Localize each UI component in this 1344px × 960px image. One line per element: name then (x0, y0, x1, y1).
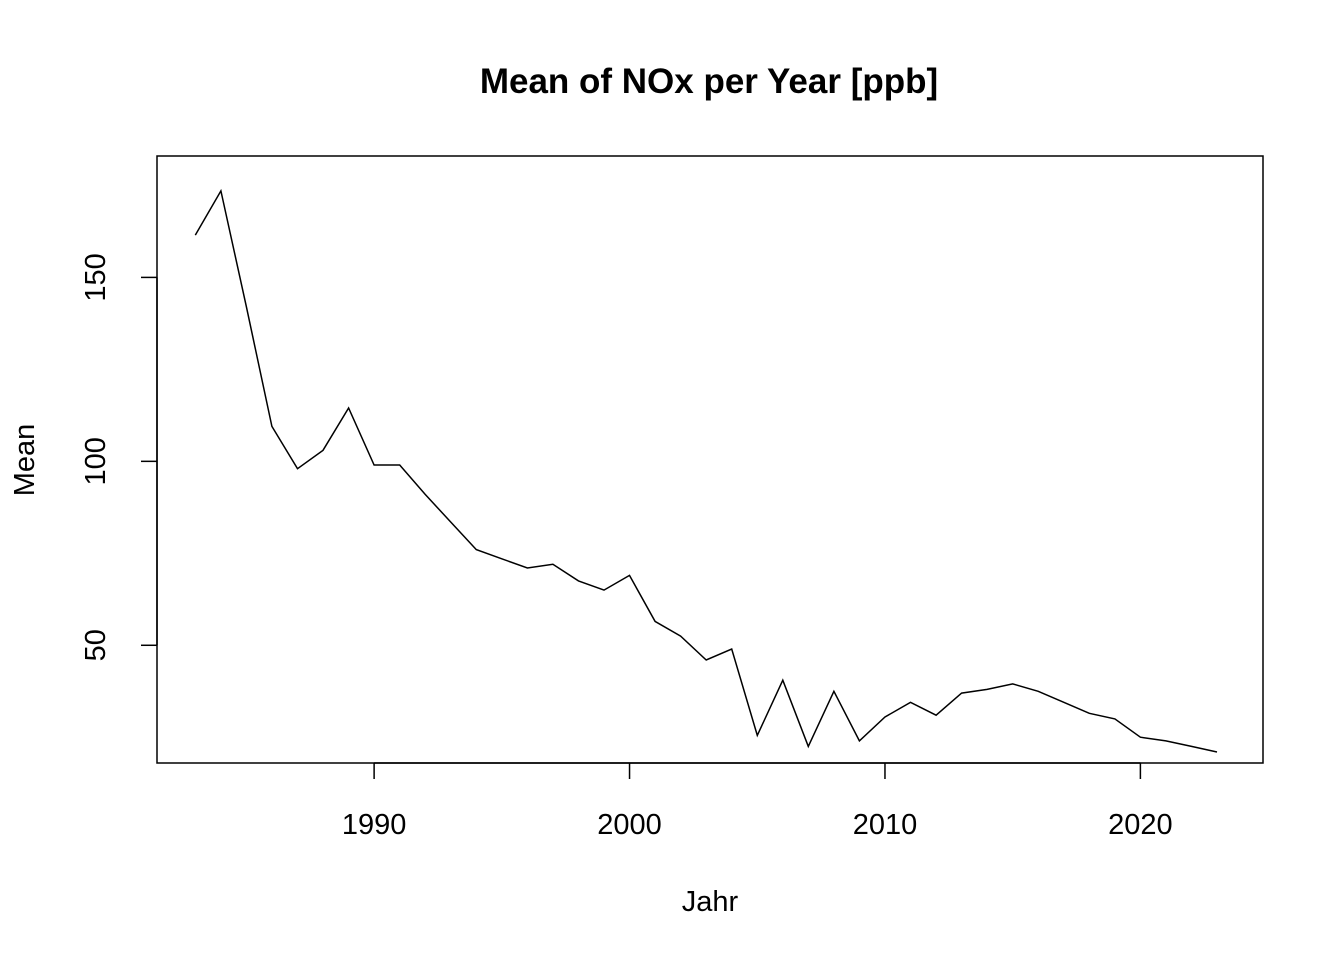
y-axis: 50 100 150 (80, 253, 158, 661)
x-tick-label: 2000 (597, 809, 662, 841)
series-line (194, 188, 1218, 753)
y-tick-label: 50 (80, 629, 112, 661)
chart-title: Mean of NOx per Year [ppb] (480, 62, 938, 101)
x-tick-label: 1990 (342, 809, 407, 841)
x-axis: 1990 2000 2010 2020 (342, 762, 1173, 841)
y-axis-title: Mean (9, 424, 41, 497)
x-tick-label: 2020 (1108, 809, 1173, 841)
x-axis-title: Jahr (682, 886, 739, 918)
x-tick-label: 2010 (853, 809, 918, 841)
y-tick-label: 100 (80, 437, 112, 485)
y-tick-label: 150 (80, 253, 112, 301)
